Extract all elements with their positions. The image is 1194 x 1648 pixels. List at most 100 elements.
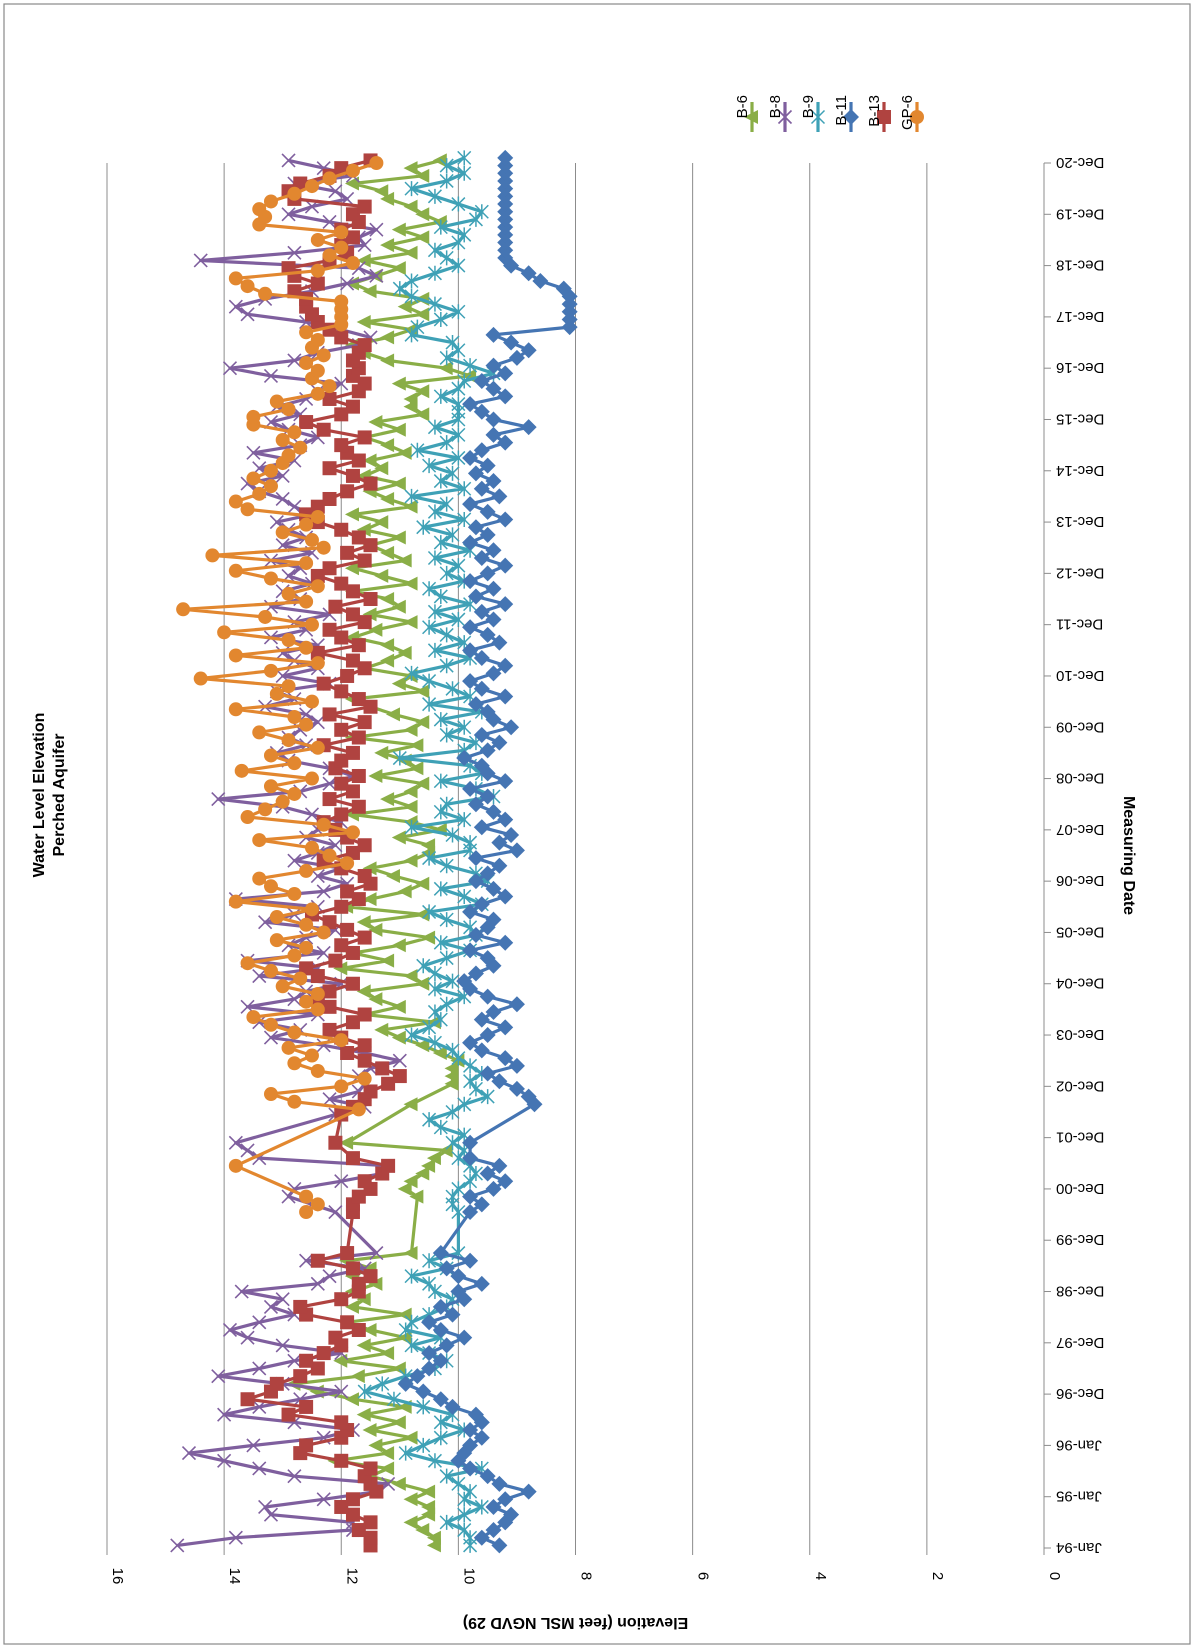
x-tick-label: Dec-96 [1056,1385,1104,1402]
data-point [375,1061,390,1076]
data-point [444,1061,459,1076]
data-point [345,784,360,799]
data-point [457,512,472,528]
data-point [322,171,337,186]
data-point [385,869,400,884]
data-point [445,681,460,697]
x-tick-label: Dec-17 [1056,308,1104,325]
data-point [479,565,496,582]
data-point [263,479,278,494]
data-point [485,611,502,628]
data-point [310,579,325,594]
data-point [444,1398,461,1415]
data-point [427,604,442,620]
data-point [439,858,454,874]
data-point [462,642,479,659]
data-point [345,607,360,622]
data-point [322,561,337,576]
data-point [439,627,454,643]
data-point [240,1330,255,1345]
data-point [345,653,360,668]
data-point [334,630,349,645]
data-point [491,857,508,874]
data-point [363,1269,378,1284]
data-point [258,802,273,817]
data-point [234,1284,249,1299]
x-tick-label: Dec-19 [1056,205,1104,222]
data-point [473,757,490,774]
data-point [451,1181,466,1197]
data-point [322,248,337,263]
data-point [263,368,279,383]
data-point [322,491,337,506]
data-point [369,1245,384,1261]
data-point [299,640,314,655]
series-line-b-11 [404,157,572,1547]
data-point [391,1476,406,1491]
data-point [468,1166,483,1182]
data-point [421,1158,436,1173]
data-point [374,461,389,476]
data-point [252,1361,267,1376]
data-point [357,338,372,353]
data-point [334,294,349,309]
data-point [287,948,302,963]
data-point [480,1089,495,1105]
data-point [322,915,337,930]
data-point [380,1446,395,1461]
data-point [415,168,430,183]
data-point [334,225,349,240]
data-point [334,1499,349,1514]
data-point [404,1314,419,1330]
data-point [234,763,249,778]
data-point [467,873,484,890]
data-point [334,522,349,537]
data-point [205,548,220,563]
data-point [380,1461,395,1476]
data-point [422,458,437,474]
data-point [380,792,395,807]
data-point [287,1025,302,1040]
data-point [316,817,331,832]
data-point [404,1337,419,1353]
data-point [427,504,442,520]
data-point [380,353,395,368]
legend-label: GP-6 [899,95,916,130]
data-point [445,335,460,351]
data-point [334,1033,349,1048]
data-point [462,1422,479,1439]
data-point [439,565,454,581]
data-point [457,165,472,181]
data-point [404,488,419,504]
data-point [228,894,243,909]
data-point [451,196,466,212]
data-point [520,265,537,282]
data-point [380,953,395,968]
data-point [357,376,372,391]
data-point [363,476,378,491]
data-point [432,153,447,168]
data-point [334,1384,349,1399]
data-point [287,710,302,724]
data-point [503,826,520,843]
x-tick-label: Dec-05 [1056,923,1104,940]
chart-border [3,3,1191,1645]
data-point [403,1097,418,1112]
data-point [467,519,484,536]
data-point [422,1276,437,1292]
data-point [287,499,302,514]
data-point [397,445,412,460]
data-point [416,1399,431,1415]
x-tick-label: Dec-15 [1056,410,1104,427]
data-point [304,533,319,548]
data-point [304,617,319,632]
x-tick-label: Dec-07 [1056,821,1104,838]
data-point [415,230,430,245]
data-point [410,442,425,458]
data-point [310,656,325,671]
data-point [328,953,343,968]
data-point [322,379,337,394]
data-point [433,804,448,820]
x-tick-label: Dec-06 [1056,872,1104,889]
data-point [228,702,243,717]
